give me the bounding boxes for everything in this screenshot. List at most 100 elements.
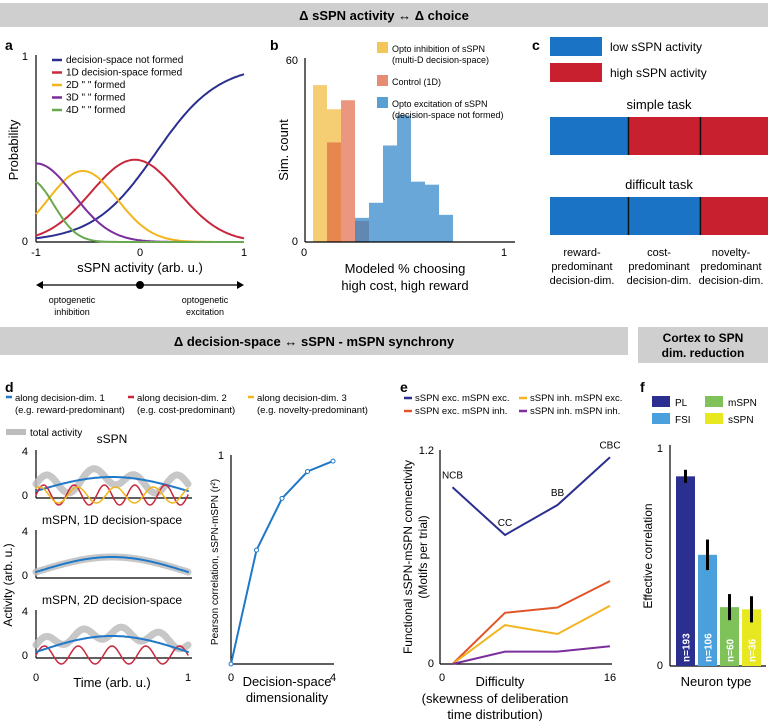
panel-d-legend-text-0-0: along decision-dim. 1 bbox=[15, 393, 105, 404]
panel-a-inhibition-line-2: inhibition bbox=[54, 307, 90, 317]
panel-a-curve-4 bbox=[35, 181, 244, 243]
panel-a-inhibition-line-1: optogenetic bbox=[49, 295, 96, 305]
panel-c-simple-segment-0 bbox=[550, 117, 629, 155]
panel-d-right-point-2 bbox=[279, 495, 285, 501]
panel-c-difficult-title: difficult task bbox=[625, 177, 693, 192]
panel-a-ylabel: Probability bbox=[6, 119, 21, 180]
panel-d-xtick-0: 0 bbox=[33, 672, 39, 684]
panel-c-dim-label-2-1: predominant bbox=[700, 261, 761, 273]
panel-b-bar-s2-4 bbox=[411, 181, 425, 242]
top-banner bbox=[0, 3, 768, 27]
panel-c-dim-label-0-0: reward- bbox=[563, 247, 601, 259]
panel-e-line-1 bbox=[451, 580, 611, 665]
panel-d-sspn-trace-red bbox=[35, 484, 189, 506]
panel-d-sspn-ytick-bottom: 0 bbox=[22, 490, 28, 502]
panel-f-bar-sspn bbox=[742, 609, 761, 666]
panel-f-bars: n=193 n=106 n=60 n=36 bbox=[676, 469, 761, 666]
panel-f-legend-swatch-1 bbox=[705, 396, 723, 407]
panel-b-ylabel: Sim. count bbox=[276, 119, 291, 181]
panel-b-bar-s2-5 bbox=[425, 184, 439, 242]
panel-c-simple-segment-1 bbox=[628, 117, 768, 155]
panel-f-ytick-0: 0 bbox=[657, 660, 663, 672]
panel-d-2d-ytick-top: 4 bbox=[22, 606, 28, 618]
panel-e-legend-label-1: sSPN inh. mSPN exc. bbox=[530, 393, 622, 404]
panel-b-xlabel-line-2: high cost, high reward bbox=[341, 278, 468, 293]
panel-d-right-points bbox=[228, 458, 336, 667]
panel-d: along decision-dim. 1(e.g. reward-predom… bbox=[1, 393, 368, 705]
panel-b-legend-text-2-1: (decision-space not formed) bbox=[392, 110, 504, 120]
panel-a-legend-label-4: 4D " " formed bbox=[66, 105, 125, 116]
panel-d-subplot-2d: 40 bbox=[22, 606, 192, 665]
panel-d-right-ylabel: Pearson correlation, sSPN-mSPN (r²) bbox=[210, 479, 221, 645]
panel-c-dim-label-0-1: predominant bbox=[551, 261, 612, 273]
panel-b-bar-s2-6 bbox=[439, 214, 453, 242]
panel-c-dim-label-0-2: decision-dim. bbox=[550, 275, 615, 287]
right-banner-line-2: dim. reduction bbox=[662, 346, 745, 360]
panel-c-dimension-labels: reward-predominant decision-dim. cost-pred… bbox=[550, 247, 764, 287]
panel-b-bar-s0-0 bbox=[313, 85, 327, 242]
panel-e-legend-label-0: sSPN exc. mSPN exc. bbox=[415, 393, 510, 404]
panel-b-bar-s1-0 bbox=[327, 142, 341, 242]
panel-d-sspn-trace-gray bbox=[32, 465, 192, 497]
panel-e-xtick-0: 0 bbox=[439, 672, 445, 684]
panel-a-xtick-min: -1 bbox=[31, 247, 41, 259]
middle-banner-title: Δ decision-space ↔ sSPN - mSPN synchrony bbox=[174, 334, 455, 349]
panel-label-f: f bbox=[640, 379, 645, 395]
panel-f-ylabel: Effective correlation bbox=[641, 503, 655, 608]
panel-d-xtick-1: 1 bbox=[185, 672, 191, 684]
panel-d-ylabel: Activity (arb. u.) bbox=[1, 543, 15, 626]
panel-c-difficult-bar bbox=[550, 197, 768, 235]
panel-b-bar-s2-3 bbox=[397, 115, 411, 242]
panel-b-xlabel-line-1: Modeled % choosing bbox=[345, 261, 466, 276]
panel-b: 60 0 0 1 Sim. count Modeled % choosing h… bbox=[276, 42, 515, 293]
panel-label-a: a bbox=[5, 37, 13, 53]
panel-d-legend-text-1-1: (e.g. cost-predominant) bbox=[137, 405, 235, 416]
panel-c-dim-label-2-2: decision-dim. bbox=[699, 275, 764, 287]
panel-a-legend-label-1: 1D decision-space formed bbox=[66, 68, 182, 79]
panel-c-difficult-segment-0 bbox=[550, 197, 701, 235]
panel-b-ytick-top: 60 bbox=[286, 55, 298, 67]
panel-e: sSPN exc. mSPN exc. sSPN inh. mSPN exc. sS… bbox=[401, 393, 622, 721]
panel-b-legend-swatch-1 bbox=[377, 75, 388, 86]
panel-a-xtick-mid: 0 bbox=[137, 247, 143, 259]
panel-b-bars bbox=[313, 85, 453, 243]
panel-f: PL mSPN FSI sSPN n=193 n=106 n=60 n=36 1 0 Eff… bbox=[641, 396, 766, 689]
panel-f-legend: PL mSPN FSI sSPN bbox=[652, 396, 757, 426]
panel-e-line-0 bbox=[451, 456, 611, 537]
panel-b-legend-text-0-1: (multi-D decision-space) bbox=[392, 55, 489, 65]
panel-e-xtick-16: 16 bbox=[604, 672, 616, 684]
panel-b-bar-s2-0 bbox=[355, 217, 369, 242]
panel-a-legend-label-2: 2D " " formed bbox=[66, 80, 125, 91]
panel-e-ylabel-line-2: (Motifs per trial) bbox=[416, 515, 430, 598]
panel-f-bar-label-0: n=193 bbox=[682, 633, 693, 662]
panel-a-excitation-line-2: excitation bbox=[186, 307, 224, 317]
panel-f-legend-swatch-0 bbox=[652, 396, 670, 407]
panel-d-subplot-sspn: 40 bbox=[22, 446, 192, 506]
panel-f-bar-mspn bbox=[720, 607, 739, 666]
panel-f-legend-label-0: PL bbox=[675, 398, 688, 409]
panel-e-lines bbox=[451, 456, 611, 665]
panel-label-b: b bbox=[270, 37, 279, 53]
panel-d-legend-text-1-0: along decision-dim. 2 bbox=[137, 393, 227, 404]
panel-e-ylabel-line-1: Functional sSPN-mSPN connectivity bbox=[401, 460, 415, 654]
panel-d-title-2d: mSPN, 2D decision-space bbox=[42, 593, 182, 607]
panel-d-total-label: total activity bbox=[30, 428, 82, 439]
panel-b-xtick-1: 1 bbox=[501, 247, 507, 259]
panel-d-title-sspn: sSPN bbox=[97, 432, 128, 446]
panel-d-2d-trace-red bbox=[35, 645, 189, 665]
panel-a: 1 0 -1 0 1 Probability sSPN activity (ar… bbox=[6, 51, 247, 317]
panel-c-dim-label-1-2: decision-dim. bbox=[627, 275, 692, 287]
panel-d-legend: along decision-dim. 1(e.g. reward-predom… bbox=[6, 393, 368, 416]
panel-d-right-xtick-0: 0 bbox=[228, 672, 234, 684]
panel-e-line-3 bbox=[452, 645, 611, 665]
panel-c-dim-label-2-0: novelty- bbox=[712, 247, 751, 259]
panel-f-legend-swatch-3 bbox=[705, 413, 723, 424]
panel-d-right-xlabel-line-2: dimensionality bbox=[246, 690, 329, 705]
panel-d-right-point-0 bbox=[228, 661, 234, 667]
panel-d-sspn-ytick-top: 4 bbox=[22, 446, 28, 458]
panel-c-dim-label-1-1: predominant bbox=[628, 261, 689, 273]
panel-e-ytick-top: 1.2 bbox=[419, 445, 434, 457]
panel-d-right-xlabel-line-1: Decision-space bbox=[243, 674, 332, 689]
